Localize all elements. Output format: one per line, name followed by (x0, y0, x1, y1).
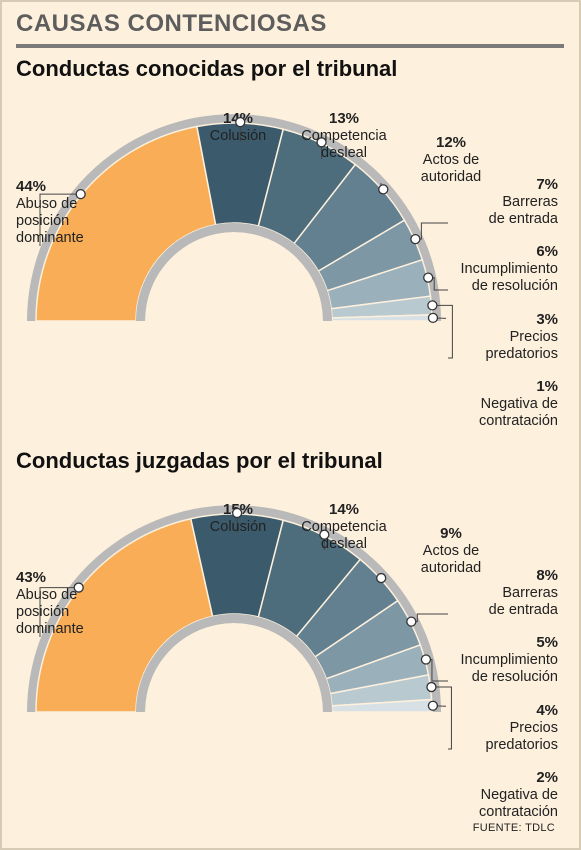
marker-dot (406, 616, 417, 627)
leader-line (39, 587, 79, 637)
marker-dot (423, 272, 434, 283)
header-title: CAUSAS CONTENCIOSAS (16, 10, 327, 37)
value-label: 5% (536, 634, 558, 651)
marker-dot (235, 116, 246, 128)
category-label: dominante (16, 230, 84, 246)
category-label: de resolución (472, 669, 558, 685)
label-colusion: 14%Colusión (210, 110, 266, 144)
category-label: Incumplimiento (460, 261, 558, 277)
value-label: 7% (536, 176, 558, 193)
category-label: Colusión (210, 519, 266, 535)
marker-dot (376, 572, 387, 584)
label-colusion: 15%Colusión (210, 501, 266, 535)
category-label: Precios (510, 329, 558, 345)
chart-title-conocidas: Conductas conocidas por el tribunal (16, 56, 398, 81)
category-label: Competencia (301, 519, 387, 535)
marker-dot (319, 529, 330, 540)
marker-dot (420, 654, 432, 665)
category-label: contratación (479, 804, 558, 820)
category-label: Competencia (301, 128, 387, 144)
value-label: 1% (536, 378, 558, 395)
header-rule (16, 44, 564, 48)
category-label: predatorios (485, 737, 558, 753)
category-label: Actos de (423, 152, 479, 168)
category-label: dominante (16, 621, 84, 637)
category-label: posición (16, 604, 69, 620)
category-label: Colusión (210, 128, 266, 144)
marker-dot (316, 137, 327, 148)
category-label: autoridad (421, 560, 481, 576)
marker-dot (378, 184, 389, 195)
value-label: 43% (16, 569, 46, 586)
category-label: Negativa de (481, 396, 558, 412)
marker-dot (426, 681, 437, 693)
category-label: Abuso de (16, 587, 77, 603)
value-label: 12% (436, 134, 466, 151)
value-label: 9% (440, 525, 462, 542)
category-label: Abuso de (16, 196, 77, 212)
leader-line (431, 686, 452, 750)
value-label: 13% (329, 110, 359, 127)
source-note: FUENTE: TDLC (472, 822, 555, 834)
marker-dot (427, 300, 438, 311)
category-label: Barreras (502, 585, 558, 601)
category-label: Negativa de (481, 787, 558, 803)
category-label: Precios (510, 720, 558, 736)
value-label: 2% (536, 769, 558, 786)
category-label: predatorios (485, 346, 558, 362)
category-label: Actos de (423, 543, 479, 559)
category-label: autoridad (421, 169, 481, 185)
category-label: Barreras (502, 194, 558, 210)
marker-dot (75, 189, 86, 200)
category-label: Incumplimiento (460, 652, 558, 668)
marker-dot (410, 233, 421, 245)
category-label: de entrada (489, 211, 559, 227)
category-label: de resolución (472, 278, 558, 294)
category-label: contratación (479, 413, 558, 429)
marker-dot (231, 507, 243, 519)
category-label: posición (16, 213, 69, 229)
value-label: 8% (536, 567, 558, 584)
value-label: 6% (536, 243, 558, 260)
marker-dot (73, 582, 84, 593)
value-label: 44% (16, 178, 46, 195)
marker-dot (427, 312, 439, 324)
value-label: 4% (536, 702, 558, 719)
chart-title-juzgadas: Conductas juzgadas por el tribunal (16, 448, 383, 473)
category-label: desleal (321, 536, 367, 552)
category-label: desleal (321, 145, 367, 161)
marker-dot (427, 700, 439, 711)
category-label: de entrada (489, 602, 559, 618)
value-label: 3% (536, 311, 558, 328)
leader-line (432, 304, 453, 359)
leader-line (39, 193, 81, 246)
value-label: 14% (329, 501, 359, 518)
leader-line (411, 613, 448, 623)
